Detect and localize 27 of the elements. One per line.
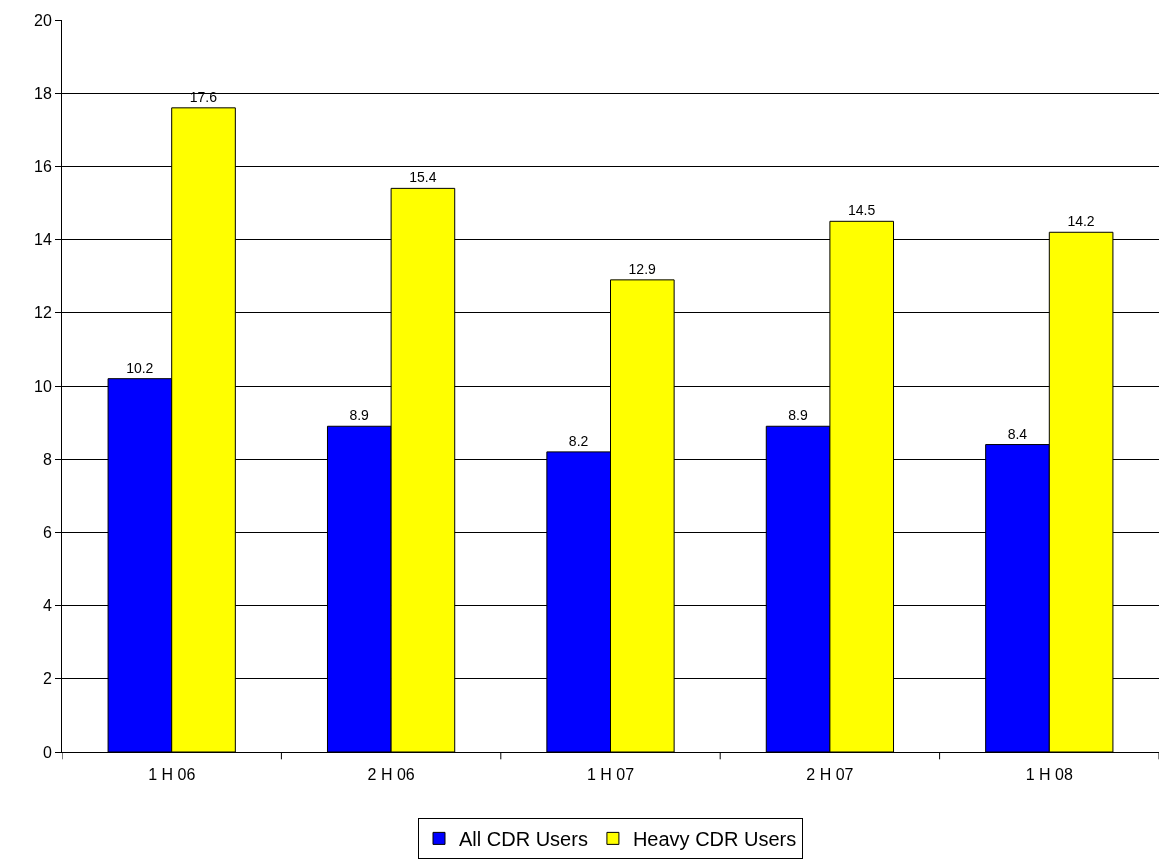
x-tick-label: 2 H 07 <box>806 766 854 784</box>
legend-label: All CDR Users <box>459 828 588 851</box>
y-tick-label: 0 <box>42 743 52 761</box>
y-tick-label: 12 <box>34 304 52 322</box>
x-tick-label: 1 H 07 <box>586 766 635 784</box>
y-tick-label: 8 <box>42 450 52 468</box>
data-label: 8.9 <box>788 407 808 424</box>
y-tick-label: 14 <box>34 231 52 249</box>
y-tick-label: 2 <box>42 670 52 688</box>
data-label: 14.5 <box>847 202 876 219</box>
data-label: 12.9 <box>628 260 657 277</box>
y-tick-label: 6 <box>42 524 52 541</box>
data-label: 8.9 <box>349 407 370 424</box>
x-tick-label: 1 H 06 <box>148 766 196 784</box>
data-label: 10.2 <box>126 359 154 376</box>
data-label: 15.4 <box>409 169 437 186</box>
y-tick-label: 16 <box>34 158 52 175</box>
x-tick-label: 2 H 06 <box>367 766 415 784</box>
y-tick-label: 18 <box>34 84 52 102</box>
y-tick-label: 20 <box>34 11 52 29</box>
data-label: 8.4 <box>1007 425 1028 442</box>
data-label: 14.2 <box>1067 213 1095 230</box>
y-tick-label: 10 <box>34 377 52 395</box>
x-tick-label: 1 H 08 <box>1025 766 1073 784</box>
y-tick-label: 4 <box>42 597 52 615</box>
legend-label: Heavy CDR Users <box>632 828 797 851</box>
data-label: 8.2 <box>568 432 589 449</box>
